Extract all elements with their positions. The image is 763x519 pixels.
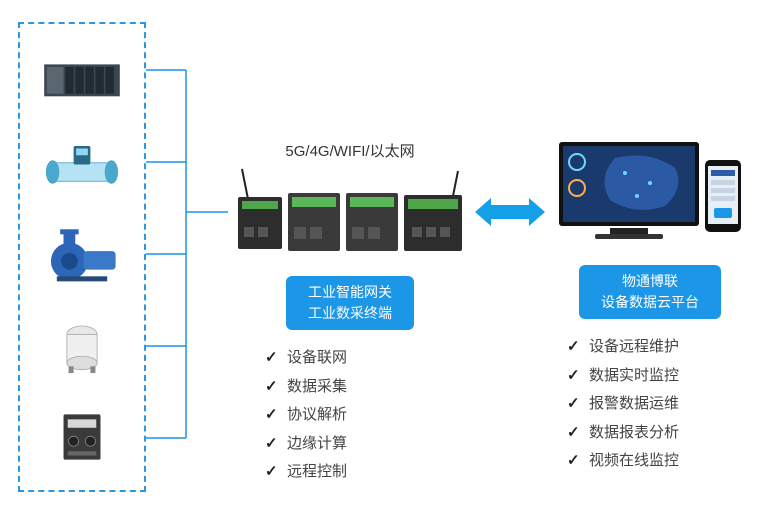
feature-item: 数据报表分析 [567,419,755,448]
cloud-title-line1: 物通博联 [622,273,678,289]
feature-item: 数据实时监控 [567,362,755,391]
gateway-features-list: 设备联网 数据采集 协议解析 边缘计算 远程控制 [225,344,475,487]
feature-item: 报警数据运维 [567,390,755,419]
cloud-platform-section: 物通博联 设备数据云平台 设备远程维护 数据实时监控 报警数据运维 数据报表分析… [545,138,755,476]
feature-item: 设备联网 [265,344,475,373]
feature-item: 视频在线监控 [567,447,755,476]
feature-item: 数据采集 [265,373,475,402]
device-plc [40,42,124,112]
gateway-devices-illustration [230,167,470,257]
network-label: 5G/4G/WIFI/以太网 [225,140,475,161]
gateway-title-line1: 工业智能网关 [308,284,392,300]
gateway-title-box: 工业智能网关 工业数采终端 [286,276,414,330]
cloud-dashboard-illustration [555,138,745,248]
cloud-title-box: 物通博联 设备数据云平台 [579,265,721,319]
cloud-title-line2: 设备数据云平台 [601,294,699,310]
gateway-section: 5G/4G/WIFI/以太网 [225,140,475,487]
device-tank [40,312,124,382]
edge-devices-group [18,22,146,492]
bidirectional-arrow-icon [475,198,545,226]
device-pump [40,222,124,292]
device-flowmeter [40,132,124,202]
feature-item: 远程控制 [265,458,475,487]
device-meter [40,402,124,472]
gateway-title-line2: 工业数采终端 [308,305,392,321]
cloud-features-list: 设备远程维护 数据实时监控 报警数据运维 数据报表分析 视频在线监控 [545,333,755,476]
feature-item: 边缘计算 [265,430,475,459]
feature-item: 设备远程维护 [567,333,755,362]
feature-item: 协议解析 [265,401,475,430]
iot-architecture-diagram: 5G/4G/WIFI/以太网 [0,0,763,519]
